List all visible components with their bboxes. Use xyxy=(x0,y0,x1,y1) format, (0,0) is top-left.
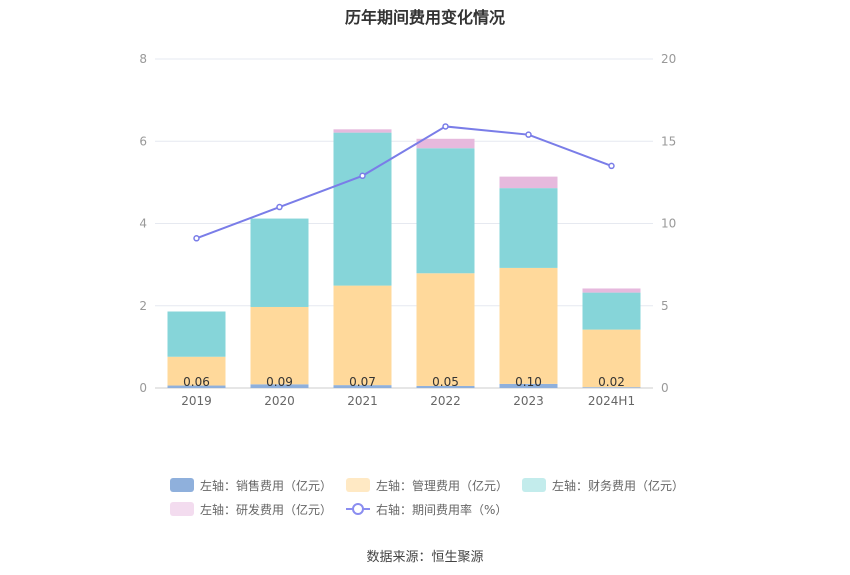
bar-segment xyxy=(499,176,558,189)
bar-segment xyxy=(250,218,309,307)
y-right-tick-label: 20 xyxy=(661,52,676,66)
y-right-tick-label: 10 xyxy=(661,217,676,231)
bar-segment xyxy=(333,132,392,286)
x-tick-label: 2024H1 xyxy=(588,394,635,408)
bar-segment xyxy=(499,188,558,268)
legend-label-sales: 左轴：销售费用（亿元） xyxy=(200,478,333,493)
y-right-tick-label: 5 xyxy=(661,299,669,313)
bar-segment xyxy=(333,285,392,386)
line-point xyxy=(525,131,532,138)
legend-label-expense-rate: 右轴：期间费用率（%） xyxy=(376,502,508,517)
legend-label-rnd: 左轴：研发费用（亿元） xyxy=(200,502,333,517)
legend-swatch-rnd xyxy=(170,502,194,516)
data-label: 0.06 xyxy=(183,375,210,389)
legend-swatch-admin xyxy=(346,478,371,492)
legend-label-admin: 左轴：管理费用（亿元） xyxy=(376,478,509,493)
y-left-tick-label: 2 xyxy=(139,299,147,313)
x-tick-label: 2019 xyxy=(181,394,212,408)
bar-segment xyxy=(416,385,475,388)
line-point xyxy=(276,203,283,211)
bar-segment xyxy=(167,356,226,386)
data-label: 0.02 xyxy=(598,375,625,389)
expense-rate-line xyxy=(196,125,612,240)
bar-segment xyxy=(499,383,558,388)
legend: 左轴：销售费用（亿元） 左轴：管理费用（亿元） 左轴：财务费用（亿元） 左轴：研… xyxy=(170,473,700,521)
legend-item-expense-rate[interactable]: 右轴：期间费用率（%） xyxy=(346,501,507,518)
legend-item-rnd[interactable]: 左轴：研发费用（亿元） xyxy=(170,501,332,518)
data-source: 数据来源：恒生聚源 xyxy=(366,550,484,565)
x-tick-label: 2021 xyxy=(347,394,378,408)
bar-segment xyxy=(416,138,475,149)
x-tick-label: 2020 xyxy=(264,394,295,408)
bar-segment xyxy=(582,292,641,330)
bar-segment xyxy=(333,129,392,133)
y-left-tick-label: 8 xyxy=(139,52,147,66)
line-point xyxy=(359,172,366,180)
legend-row: 左轴：研发费用（亿元） 右轴：期间费用率（%） xyxy=(170,497,700,521)
bar-segment xyxy=(582,387,641,388)
bar-segment xyxy=(416,148,475,274)
line-marker-icon xyxy=(346,502,371,516)
legend-item-finance[interactable]: 左轴：财务费用（亿元） xyxy=(522,477,684,494)
legend-label-finance: 左轴：财务费用（亿元） xyxy=(552,478,685,493)
bar-segment xyxy=(333,385,392,388)
bar-segment xyxy=(167,385,226,388)
x-tick-label: 2023 xyxy=(513,394,544,408)
bar-segment xyxy=(582,288,641,293)
bar-segment xyxy=(416,273,475,386)
data-label: 0.07 xyxy=(349,375,376,389)
bar-segment xyxy=(250,384,309,388)
legend-item-sales[interactable]: 左轴：销售费用（亿元） xyxy=(170,477,332,494)
legend-swatch-finance xyxy=(522,478,547,492)
legend-row: 左轴：销售费用（亿元） 左轴：管理费用（亿元） 左轴：财务费用（亿元） xyxy=(170,473,700,497)
line-point xyxy=(608,162,615,170)
y-left-tick-label: 6 xyxy=(139,134,147,148)
data-label: 0.05 xyxy=(432,375,459,389)
legend-item-admin[interactable]: 左轴：管理费用（亿元） xyxy=(346,477,508,494)
bar-segment xyxy=(499,267,558,384)
line-point xyxy=(442,123,449,130)
y-left-tick-label: 0 xyxy=(139,381,147,395)
data-label: 0.10 xyxy=(515,375,542,389)
legend-swatch-sales xyxy=(170,478,194,492)
bar-segment xyxy=(582,329,641,388)
bar-segment xyxy=(167,311,226,357)
bar-segment xyxy=(250,306,309,385)
x-tick-label: 2022 xyxy=(430,394,461,408)
y-right-tick-label: 15 xyxy=(661,134,676,148)
y-right-tick-label: 0 xyxy=(661,381,669,395)
y-left-tick-label: 4 xyxy=(139,217,147,231)
line-point xyxy=(193,235,200,242)
data-label: 0.09 xyxy=(266,375,293,389)
chart-title: 历年期间费用变化情况 xyxy=(344,8,505,27)
